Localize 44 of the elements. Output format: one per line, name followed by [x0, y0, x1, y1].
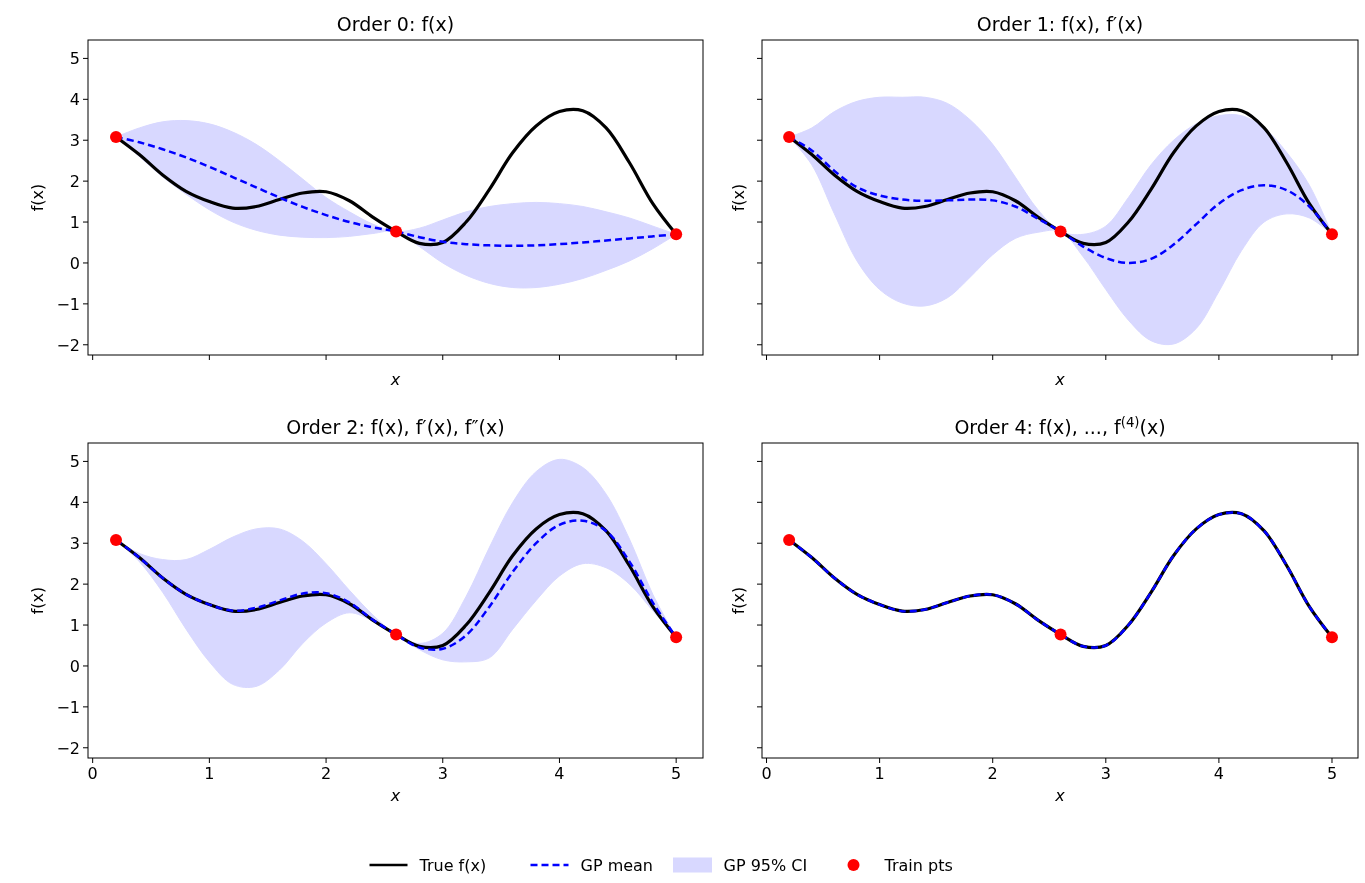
x-tick-label: 3	[437, 764, 448, 783]
y-axis-title: f(x)	[28, 183, 47, 212]
y-tick-label: 3	[69, 534, 80, 554]
y-tick-label: −2	[56, 335, 80, 355]
y-tick-label: 0	[69, 656, 80, 676]
y-tick-label: 4	[69, 493, 80, 513]
x-tick-label: 1	[204, 764, 215, 783]
chart-title: Order 1: f(x), f′(x)	[976, 13, 1144, 35]
y-tick-label: 4	[69, 90, 80, 110]
x-tick-label: 2	[987, 764, 998, 783]
x-tick-label: 5	[1326, 764, 1338, 783]
y-axis-title: f(x)	[28, 586, 47, 615]
y-tick-label: 2	[69, 575, 80, 595]
y-tick-label: −2	[56, 738, 80, 758]
chart-title: Order 2: f(x), f′(x), f″(x)	[286, 416, 505, 438]
x-tick-label: 5	[671, 764, 682, 783]
y-axis-title: f(x)	[729, 183, 748, 212]
x-tick-label: 4	[554, 764, 565, 783]
legend-label: Train pts	[883, 856, 953, 875]
x-tick-label: 0	[87, 764, 98, 783]
y-tick-label: 5	[69, 49, 80, 69]
legend-label: GP 95% CI	[723, 856, 808, 875]
x-tick-label: 1	[874, 764, 885, 783]
y-axis-title: f(x)	[729, 586, 748, 615]
y-tick-label: −1	[56, 294, 80, 314]
y-tick-label: 1	[69, 616, 80, 636]
chart-title: Order 4: f(x), ..., f$^{(4)}$(x)	[954, 414, 1166, 438]
x-tick-label: 2	[320, 764, 332, 783]
x-tick-label: 3	[1100, 764, 1111, 783]
chart-title: Order 0: f(x)	[336, 13, 455, 35]
x-tick-label: 4	[1213, 764, 1224, 783]
x-axis-title: x	[389, 370, 401, 389]
y-tick-label: −1	[56, 697, 80, 717]
y-tick-label: 3	[69, 131, 80, 151]
legend-label: True f(x)	[418, 856, 487, 875]
y-tick-label: 5	[69, 452, 80, 472]
legend-label: GP mean	[580, 856, 654, 875]
y-tick-label: 1	[69, 213, 80, 233]
x-axis-title: x	[1054, 370, 1066, 389]
y-tick-label: 2	[69, 172, 80, 192]
x-axis-title: x	[389, 786, 401, 805]
y-tick-label: 0	[69, 253, 80, 273]
x-tick-label: 0	[761, 764, 772, 783]
x-axis-title: x	[1054, 786, 1066, 805]
